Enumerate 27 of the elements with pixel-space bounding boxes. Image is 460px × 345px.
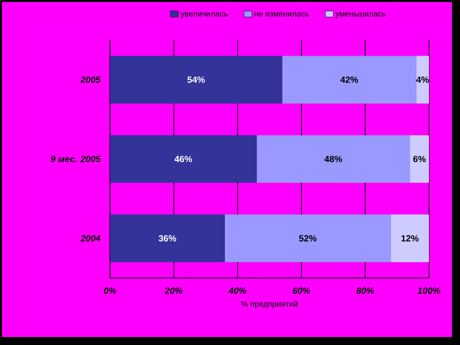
x-tick-label: 100%	[418, 287, 440, 294]
bar	[110, 214, 225, 262]
x-tick-label: 80%	[356, 287, 374, 294]
bar	[224, 214, 391, 262]
bar	[390, 214, 430, 262]
data-label: 52%	[299, 235, 317, 242]
bar	[410, 135, 430, 183]
data-label: 46%	[174, 156, 192, 162]
data-label: 12%	[401, 235, 419, 242]
y-tick-label: 9 мес. 2005	[50, 156, 101, 162]
x-tick-label: 60%	[292, 287, 310, 294]
x-tick-label: 40%	[228, 287, 246, 294]
data-label: 42%	[340, 76, 358, 83]
data-label: 4%	[416, 76, 429, 83]
x-tick-label: 20%	[164, 287, 183, 294]
data-label: 54%	[187, 76, 205, 83]
y-tick-label: 2004	[80, 235, 100, 242]
bar	[282, 56, 416, 104]
bar	[110, 56, 282, 104]
x-tick-label: 0%	[104, 287, 116, 294]
y-tick-label: 2005	[80, 76, 101, 83]
bar	[416, 56, 430, 104]
bar	[256, 135, 410, 183]
bar	[110, 135, 257, 183]
data-label: 48%	[324, 156, 342, 162]
data-label: 36%	[158, 235, 176, 242]
data-label: 6%	[413, 156, 426, 162]
